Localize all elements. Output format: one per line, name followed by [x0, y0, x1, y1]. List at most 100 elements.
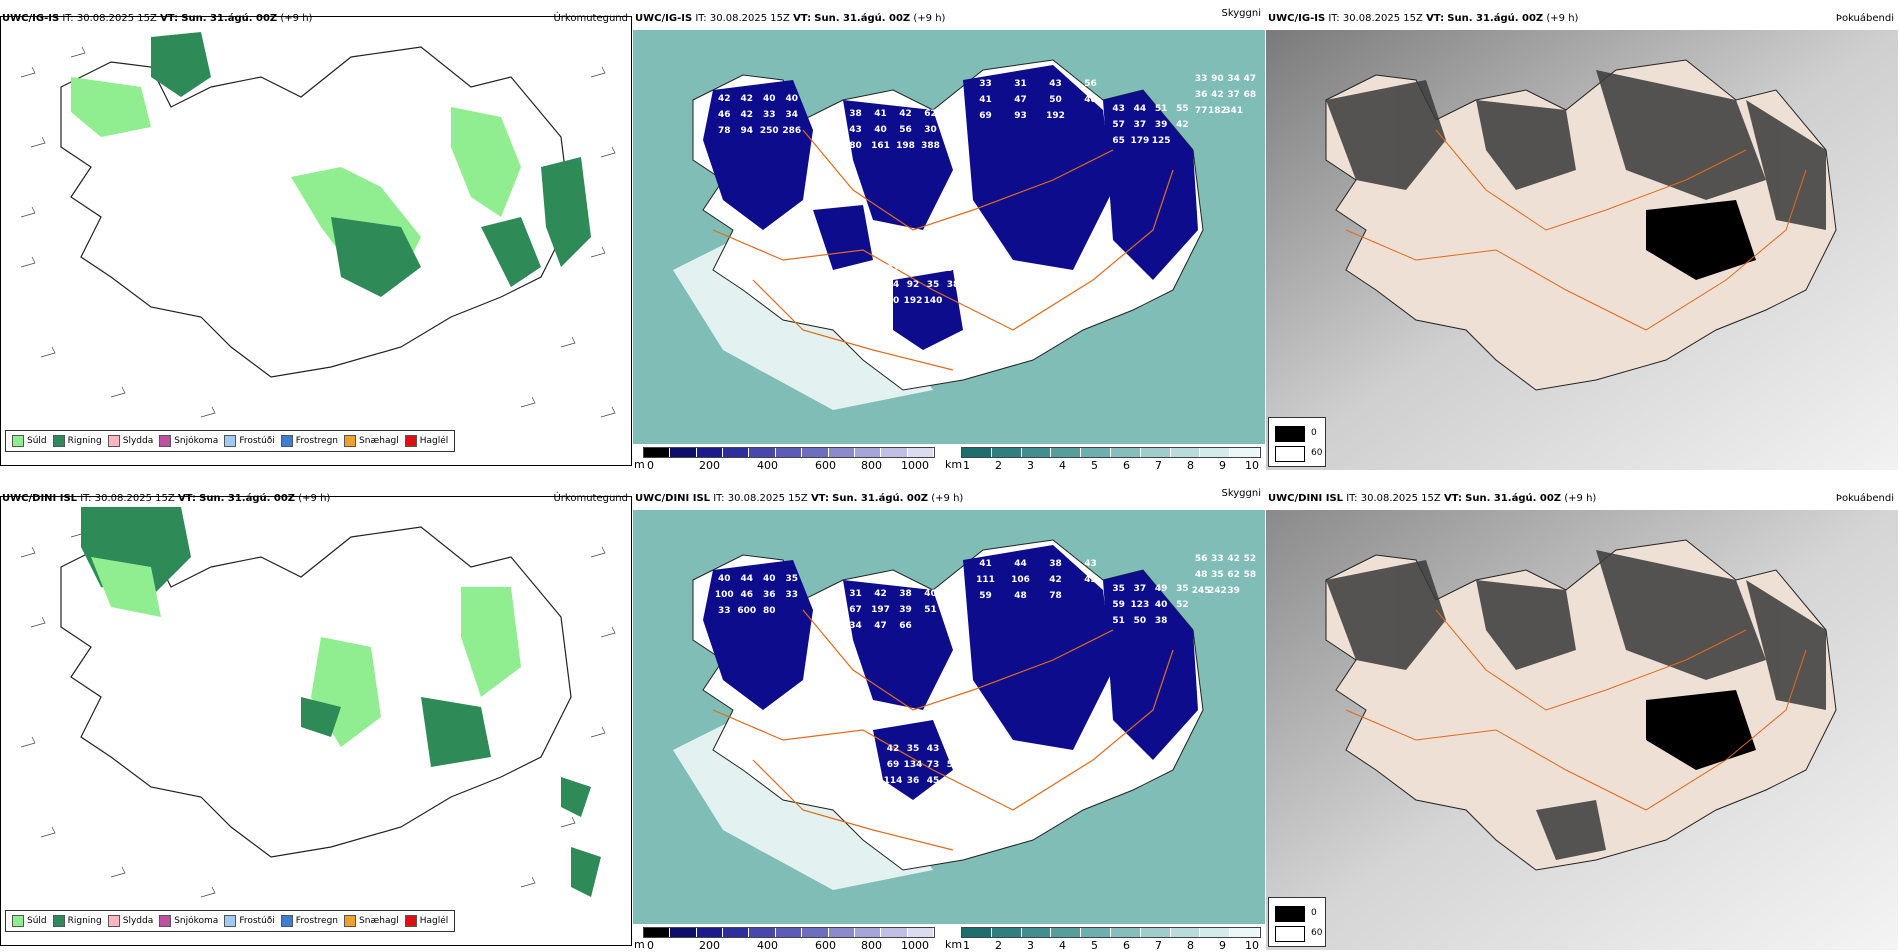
- panel-title: Skyggni: [1221, 8, 1261, 19]
- panel-title: Úrkomutegund: [553, 13, 628, 24]
- cloud-base-label: 48: [1014, 591, 1027, 601]
- colorbar-segment: [749, 448, 776, 457]
- cloudbase-tick: 200: [699, 939, 720, 952]
- visibility-map[interactable]: 42 38 33 43 37 33 42 41 31 44 98 90 40 42 43 51 36 34 40 62…: [633, 30, 1265, 472]
- fog-map[interactable]: 0 60: [1266, 510, 1898, 950]
- visibility-tick: 6: [1123, 459, 1130, 472]
- colorbar-segment: [1230, 928, 1260, 937]
- colorbar-segment: [854, 928, 882, 937]
- model-name: UWC/DINI ISL: [1268, 493, 1344, 504]
- colorbar-segment: [749, 928, 776, 937]
- cloud-base-label: 50: [1049, 95, 1062, 105]
- legend-swatch: [344, 435, 357, 447]
- fog-legend-swatch: [1275, 926, 1305, 942]
- legend-item: Snæhagl: [344, 435, 399, 447]
- colorbar-segment: [1110, 448, 1141, 457]
- model-name: UWC/IG-IS: [1268, 13, 1326, 24]
- cloud-base-label: 49: [1155, 584, 1168, 594]
- cloud-base-label: 43: [1112, 104, 1125, 114]
- cloud-base-label: 94: [741, 126, 754, 136]
- cloud-base-label: 73: [927, 760, 940, 770]
- cloud-base-label: 40: [1155, 600, 1168, 610]
- colorbar-segment: [828, 928, 855, 937]
- cloudbase-tick: 400: [757, 459, 778, 472]
- lead-time: (+9 h): [931, 493, 964, 504]
- fog-map[interactable]: 0 60: [1266, 30, 1898, 470]
- cloud-base-label: 114: [884, 776, 903, 786]
- fog-legend: 0 60: [1268, 417, 1326, 467]
- cloud-base-label: 35: [927, 280, 940, 290]
- cloud-base-label: 123: [1131, 600, 1150, 610]
- cloud-base-label: 70: [887, 296, 900, 306]
- visibility-map[interactable]: 40 31 41 35 42 56 44 42 44 37 35 33 40 38 38 49 43 42 35 40…: [633, 510, 1265, 952]
- legend-swatch: [224, 435, 237, 447]
- cloud-base-label: 250: [760, 126, 779, 136]
- cloudbase-tick: 1000: [901, 939, 929, 952]
- cloud-base-label: 182: [1208, 106, 1227, 116]
- wind-barbs: [20, 46, 616, 418]
- cloud-base-label: 38: [899, 589, 912, 599]
- cloud-base-label: 36: [763, 590, 776, 600]
- panel-title: Þokuábendi: [1835, 13, 1894, 24]
- cloud-base-label: 40: [718, 574, 731, 584]
- valid-time: Sun. 31.ágú. 00Z: [1447, 13, 1544, 24]
- init-time: 30.08.2025 15Z: [1360, 493, 1441, 504]
- legend-item: Haglél: [404, 915, 448, 927]
- cloud-base-label: 47: [1014, 95, 1027, 105]
- precip-map[interactable]: Súld Rigning Slydda Snjókoma Frostúði Fr…: [0, 496, 632, 946]
- panel-header: UWC/DINI ISL IT: 30.08.2025 15Z VT: Sun.…: [633, 488, 1265, 510]
- colorbar-segment: [962, 448, 992, 457]
- visibility-tick: 2: [995, 939, 1002, 952]
- colorbar-segment: [907, 448, 934, 457]
- visibility-tick: 8: [1187, 939, 1194, 952]
- cloud-base-labels: 4238334337334241314498904042435136344062…: [718, 74, 1256, 306]
- colorbar-segment: [644, 928, 671, 937]
- cloud-base-label: 42: [741, 110, 754, 120]
- cloud-base-label: 59: [1112, 600, 1125, 610]
- legend-item: Slydda: [107, 435, 153, 447]
- colorbar-segment: [828, 448, 855, 457]
- cloud-base-label: 388: [921, 141, 940, 151]
- colorbar-segment: [1230, 448, 1260, 457]
- fog-legend: 0 60: [1268, 897, 1326, 947]
- cloud-base-label: 56: [899, 125, 912, 135]
- colorbar-segment: [696, 928, 724, 937]
- cloud-base-label: 134: [904, 760, 923, 770]
- cloud-base-label: 111: [976, 575, 995, 585]
- init-time: 30.08.2025 15Z: [1342, 13, 1423, 24]
- visibility-tick: 9: [1219, 939, 1226, 952]
- legend-item: Snæhagl: [344, 915, 399, 927]
- cloud-base-label: 50: [1134, 616, 1147, 626]
- cloud-base-label: 33: [718, 606, 731, 616]
- cloud-base-label: 34: [786, 110, 799, 120]
- cloud-base-label: 50: [947, 744, 960, 754]
- cloud-base-label: 161: [871, 141, 890, 151]
- cloud-base-label: 37: [887, 264, 900, 274]
- visibility-tick: 3: [1027, 459, 1034, 472]
- cloud-base-label: 38: [947, 280, 960, 290]
- cloud-base-label: 62: [924, 109, 937, 119]
- cloud-base-labels: 4031413542564442443735334038384943423540…: [715, 554, 1256, 786]
- visibility-tick: 1: [963, 939, 970, 952]
- road-network: [1345, 609, 1807, 811]
- fog-dark-areas: [1326, 70, 1826, 230]
- cloud-base-label: 39: [1227, 586, 1240, 596]
- visibility-colorbar: [961, 927, 1261, 938]
- cloudbase-tick: 800: [861, 939, 882, 952]
- precip-map[interactable]: Súld Rigning Slydda Snjókoma Frostúði Fr…: [0, 16, 632, 466]
- cloud-base-label: 35: [786, 574, 799, 584]
- low-cloud-areas: [703, 545, 1198, 800]
- precip-legend: Súld Rigning Slydda Snjókoma Frostúði Fr…: [5, 430, 456, 452]
- cloud-base-label: 242: [1208, 586, 1227, 596]
- cloudbase-tick: 800: [861, 459, 882, 472]
- cloud-base-label: 35: [1176, 584, 1189, 594]
- legend-item: Súld: [12, 915, 47, 927]
- fog-legend-swatch: [1275, 426, 1305, 442]
- cloud-base-label: 40: [763, 94, 776, 104]
- cloud-base-label: 38: [849, 109, 862, 119]
- cloud-base-label: 34: [849, 621, 862, 631]
- cloud-base-label: 80: [849, 141, 862, 151]
- colorbar-segment: [881, 448, 908, 457]
- valid-time: Sun. 31.ágú. 00Z: [181, 13, 278, 24]
- colorbar-segment: [775, 928, 803, 937]
